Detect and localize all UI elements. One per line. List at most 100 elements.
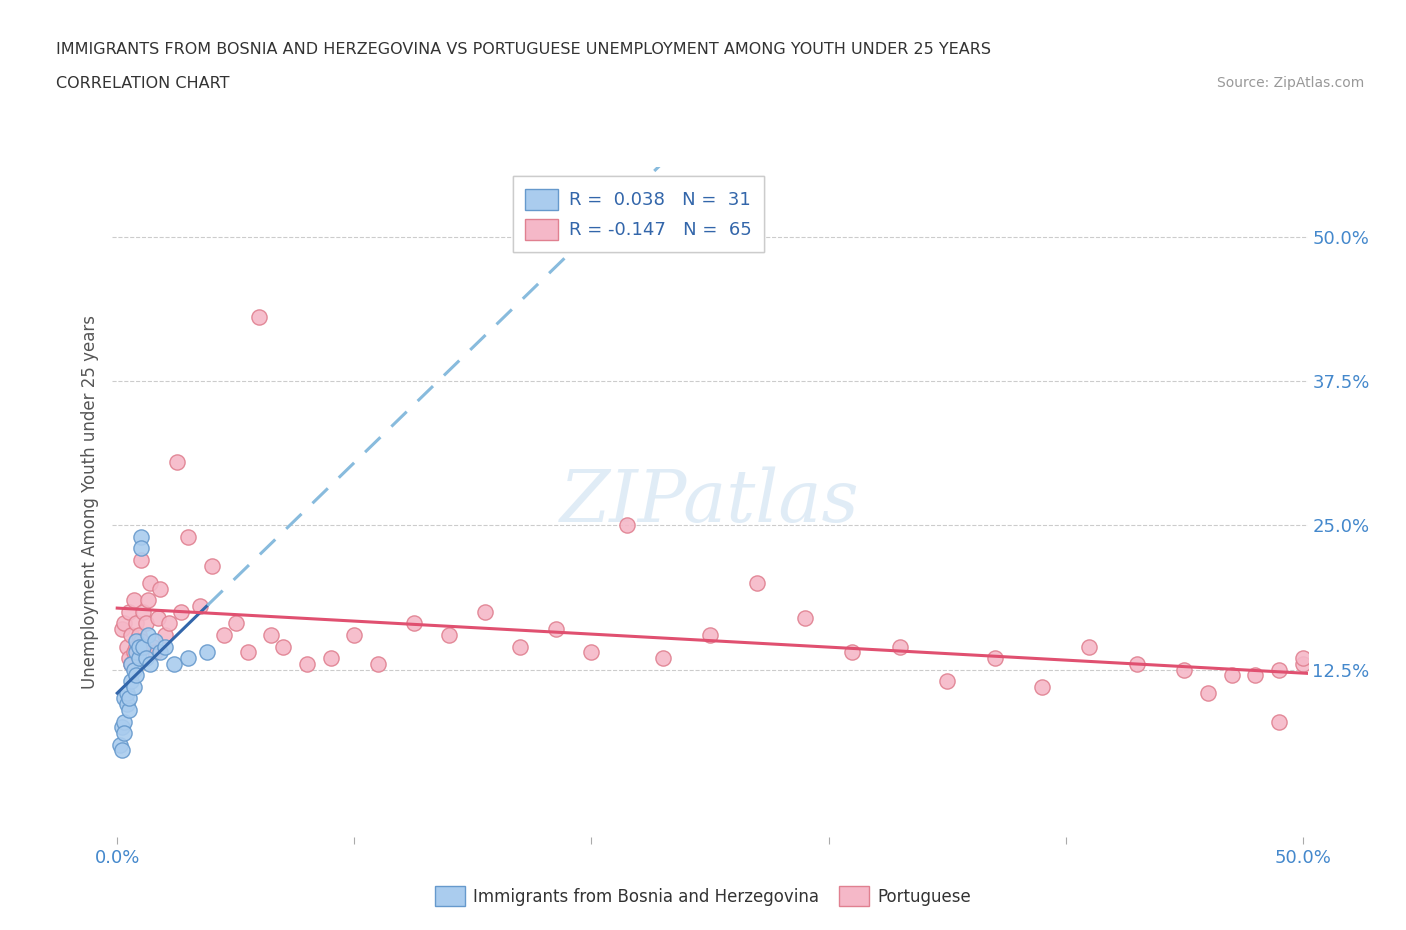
Point xyxy=(651,651,673,666)
Point xyxy=(112,616,135,631)
Point xyxy=(544,622,567,637)
Point xyxy=(1031,680,1053,695)
Point xyxy=(139,657,162,671)
Point xyxy=(112,714,135,729)
Point xyxy=(125,616,148,631)
Point xyxy=(437,628,460,643)
Point xyxy=(271,639,294,654)
Point xyxy=(120,657,142,671)
Point xyxy=(1292,651,1315,666)
Point xyxy=(111,743,134,758)
Point xyxy=(177,651,200,666)
Point xyxy=(115,639,138,654)
Point xyxy=(111,720,134,735)
Point xyxy=(122,593,145,608)
Point xyxy=(139,576,162,591)
Point xyxy=(108,737,131,752)
Point xyxy=(120,657,142,671)
Point xyxy=(295,657,318,671)
Text: CORRELATION CHART: CORRELATION CHART xyxy=(56,76,229,91)
Point xyxy=(122,644,145,659)
Point xyxy=(509,639,531,654)
Point xyxy=(163,657,186,671)
Point xyxy=(115,697,138,711)
Point xyxy=(120,673,142,688)
Text: IMMIGRANTS FROM BOSNIA AND HERZEGOVINA VS PORTUGUESE UNEMPLOYMENT AMONG YOUTH UN: IMMIGRANTS FROM BOSNIA AND HERZEGOVINA V… xyxy=(56,42,991,57)
Point xyxy=(177,529,200,544)
Point xyxy=(402,616,425,631)
Point xyxy=(129,552,152,567)
Point xyxy=(149,644,172,659)
Point xyxy=(118,651,141,666)
Point xyxy=(319,651,342,666)
Point xyxy=(1292,657,1315,671)
Point xyxy=(132,639,155,654)
Point xyxy=(1173,662,1195,677)
Point xyxy=(188,599,211,614)
Point xyxy=(889,639,911,654)
Point xyxy=(1078,639,1101,654)
Text: ZIPatlas: ZIPatlas xyxy=(560,467,860,538)
Point xyxy=(170,604,193,619)
Point xyxy=(1268,714,1291,729)
Point xyxy=(157,616,180,631)
Point xyxy=(143,644,166,659)
Point xyxy=(474,604,496,619)
Point xyxy=(125,639,148,654)
Point xyxy=(132,604,155,619)
Point xyxy=(1220,668,1243,683)
Point xyxy=(115,685,138,700)
Point xyxy=(135,616,157,631)
Point xyxy=(225,616,247,631)
Point xyxy=(136,593,159,608)
Point xyxy=(1268,662,1291,677)
Y-axis label: Unemployment Among Youth under 25 years: Unemployment Among Youth under 25 years xyxy=(80,315,98,689)
Point xyxy=(122,662,145,677)
Point xyxy=(112,691,135,706)
Point xyxy=(125,633,148,648)
Point xyxy=(201,558,224,573)
Point xyxy=(841,644,863,659)
Point xyxy=(125,644,148,659)
Point xyxy=(128,628,150,643)
Point xyxy=(983,651,1005,666)
Point xyxy=(367,657,389,671)
Point xyxy=(111,622,134,637)
Point xyxy=(118,604,141,619)
Point xyxy=(236,644,259,659)
Point xyxy=(118,691,141,706)
Point xyxy=(793,610,815,625)
Point xyxy=(616,518,638,533)
Point xyxy=(125,668,148,683)
Point xyxy=(149,581,172,596)
Point xyxy=(136,628,159,643)
Point xyxy=(699,628,721,643)
Point xyxy=(195,644,218,659)
Legend: Immigrants from Bosnia and Herzegovina, Portuguese: Immigrants from Bosnia and Herzegovina, … xyxy=(427,880,979,912)
Point xyxy=(142,639,165,654)
Point xyxy=(129,633,152,648)
Text: Source: ZipAtlas.com: Source: ZipAtlas.com xyxy=(1216,76,1364,90)
Point xyxy=(122,680,145,695)
Point xyxy=(166,455,188,470)
Point xyxy=(153,628,176,643)
Point xyxy=(143,633,166,648)
Point xyxy=(128,651,150,666)
Point xyxy=(249,310,271,325)
Point xyxy=(212,628,235,643)
Point xyxy=(1244,668,1267,683)
Point xyxy=(120,628,142,643)
Point xyxy=(581,644,603,659)
Point xyxy=(260,628,283,643)
Legend: R =  0.038   N =  31, R = -0.147   N =  65: R = 0.038 N = 31, R = -0.147 N = 65 xyxy=(513,177,763,252)
Point xyxy=(129,529,152,544)
Point xyxy=(118,702,141,717)
Point xyxy=(112,725,135,740)
Point xyxy=(936,673,959,688)
Point xyxy=(128,639,150,654)
Point xyxy=(129,541,152,556)
Point xyxy=(1126,657,1149,671)
Point xyxy=(146,610,169,625)
Point xyxy=(747,576,769,591)
Point xyxy=(343,628,366,643)
